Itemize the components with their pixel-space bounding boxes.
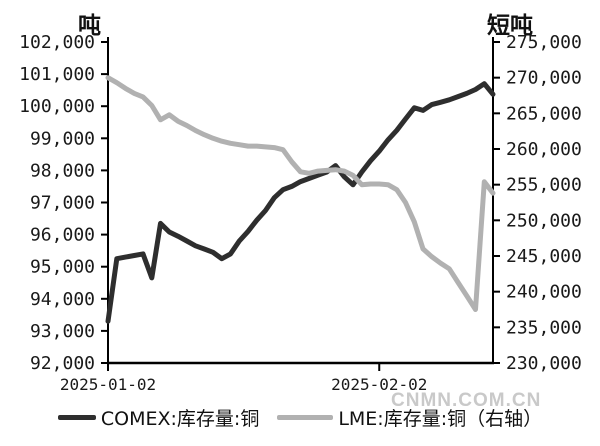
left-axis-tick-label: 97,000 (30, 193, 95, 214)
left-axis-tick-label: 101,000 (19, 64, 95, 85)
left-axis-tick-label: 96,000 (30, 225, 95, 246)
left-axis-tick-label: 99,000 (30, 128, 95, 149)
x-axis-tick-label: 2025-01-02 (60, 375, 156, 394)
left-axis-tick-label: 102,000 (19, 32, 95, 53)
legend-label-lme: LME:库存量:铜（右轴） (338, 408, 543, 430)
right-axis-tick-label: 255,000 (506, 175, 582, 196)
legend-item-comex: COMEX:库存量:铜 (57, 404, 260, 431)
left-axis-tick-label: 98,000 (30, 160, 95, 181)
lme-line-swatch (277, 415, 334, 420)
left-axis-tick-label: 93,000 (30, 321, 95, 342)
left-axis-tick-label: 92,000 (30, 353, 95, 374)
left-axis-tick-label: 94,000 (30, 289, 95, 310)
right-axis-tick-label: 250,000 (506, 210, 582, 231)
comex-series-line (105, 81, 496, 324)
legend-label-comex: COMEX:库存量:铜 (100, 408, 260, 430)
lme-series-line (105, 75, 496, 312)
watermark: CNMN.COM.CN (391, 390, 542, 411)
left-axis-tick-label: 100,000 (19, 96, 95, 117)
left-axis-tick-label: 95,000 (30, 257, 95, 278)
legend-item-lme: LME:库存量:铜（右轴） (277, 404, 542, 431)
right-axis-tick-label: 240,000 (506, 282, 582, 303)
right-axis-tick-label: 265,000 (506, 103, 582, 124)
right-axis-tick-label: 235,000 (506, 317, 582, 338)
chart-legend: COMEX:库存量:铜 LME:库存量:铜（右轴） (0, 404, 600, 431)
right-axis-unit-label: 短吨 (487, 13, 533, 39)
right-axis-tick-label: 245,000 (506, 246, 582, 267)
right-axis-tick-label: 275,000 (506, 32, 582, 53)
right-axis-tick-label: 270,000 (506, 68, 582, 89)
x-axis-tick-label: 2025-02-02 (331, 375, 427, 394)
right-axis-tick-label: 230,000 (506, 353, 582, 374)
right-axis-tick-label: 260,000 (506, 139, 582, 160)
left-axis-unit-label: 吨 (78, 13, 101, 39)
comex-line-swatch (57, 415, 96, 420)
